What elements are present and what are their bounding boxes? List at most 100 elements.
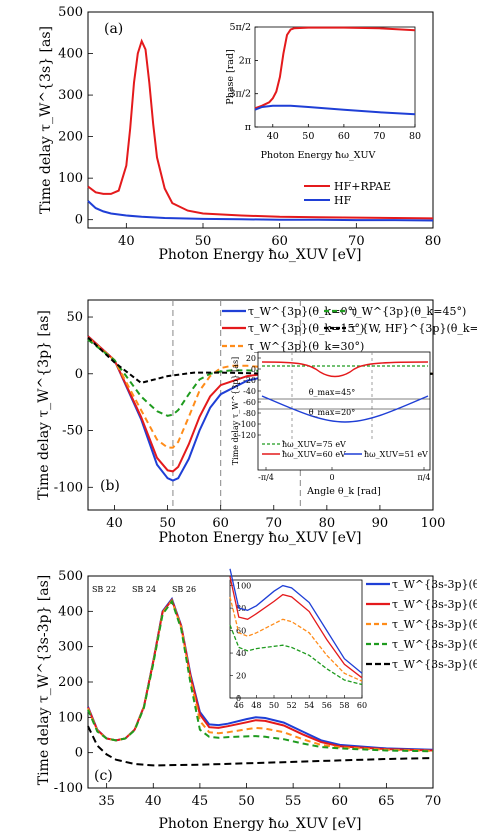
- panel-c-xtick-label-5: 60: [331, 794, 348, 809]
- panel-b-xtick-label-2: 60: [212, 516, 229, 531]
- panel-b-xtick-label-3: 70: [265, 516, 282, 531]
- panel-c-ytick-label-4: 300: [58, 640, 83, 655]
- panel-b-xtick-label-5: 90: [372, 516, 389, 531]
- inset-b-xtick-label-1: 0: [329, 473, 334, 482]
- sideband-label-24: SB 24: [132, 585, 156, 594]
- panel-a-ytick-label-4: 400: [58, 47, 83, 62]
- legend-label-hf-rpae: HF+RPAE: [334, 180, 391, 193]
- panel-c-inset-xtick-label-1: 48: [251, 701, 261, 710]
- panel-b-label: (b): [100, 478, 120, 494]
- panel-c-ytick-label-6: 500: [58, 569, 83, 584]
- panel-b-inset: θ_max=45° θ_max=20° 20 0 -20 -40 -60 -80 -100 -…: [231, 351, 431, 497]
- inset-b-ytick-label-4: -60: [243, 398, 256, 407]
- inset-b-ytick-label-0: 20: [246, 354, 256, 363]
- panel-b-ytick-label-2: 0: [75, 367, 83, 382]
- panel-c-inset-frame: [229, 579, 363, 699]
- panel-c-ytick-label-3: 200: [58, 675, 83, 690]
- inset-b-xlabel: Angle θ_k [rad]: [306, 486, 381, 497]
- panel-a-xlabel: Photon Energy ħω_XUV [eV]: [159, 247, 362, 263]
- legend-label-b-hf: τ_{W, HF}^{3p}(θ_k=0°): [350, 322, 477, 335]
- inset-b-curve-60: [261, 361, 429, 378]
- legend-label-b-30: τ_W^{3p}(θ_k=30°): [248, 340, 364, 353]
- panel-c-inset-ytick-label-0: 0: [236, 694, 241, 703]
- panel-c-inset-xtick-label-4: 54: [304, 701, 314, 710]
- legend-label-hf: HF: [334, 194, 352, 207]
- panel-c-inset-xtick-label-2: 50: [269, 701, 279, 710]
- panel-a-ytick-label-2: 200: [58, 130, 83, 145]
- panel-a-ytick-label-5: 500: [58, 5, 83, 20]
- panel-a-series-1: [87, 200, 434, 222]
- panel-a-inset: 40 50 60 70 80 π 3π/2 2π 5π/2 Photon Energy ħω_X…: [225, 22, 421, 161]
- inset-b-ytick-label-7: -120: [238, 431, 256, 440]
- sideband-label-22: SB 22: [92, 585, 116, 594]
- inset-b-ytick-label-3: -40: [243, 387, 256, 396]
- panel-a-xtick-label-1: 50: [195, 234, 212, 249]
- panel-a-inset-series-1: [254, 104, 416, 116]
- sideband-label-26: SB 26: [172, 585, 196, 594]
- inset-b-ytick-label-6: -100: [238, 420, 256, 429]
- panel-a-inset-xtick-label-3: 70: [373, 131, 385, 142]
- panel-a-inset-xtick-label-1: 50: [302, 131, 314, 142]
- panel-a-ytick-label-3: 300: [58, 88, 83, 103]
- panel-b-xlabel: Photon Energy ħω_XUV [eV]: [159, 530, 362, 546]
- panel-a-inset-series-0: [254, 26, 416, 110]
- panel-c-xtick-label-1: 40: [145, 794, 162, 809]
- panel-a-label: (a): [104, 21, 123, 37]
- panel-c-series-4: [87, 725, 434, 767]
- inset-b-ylabel: Time delay τ_W^{3p} [as]: [231, 357, 240, 465]
- panel-c-inset-series-2: [229, 596, 363, 682]
- inset-b-xtick-label-0: -π/4: [258, 473, 274, 482]
- panel-b-xtick-label-0: 40: [106, 516, 123, 531]
- panel-b: 40 50 60 70 80 90 100 -100 -50 0 50 (b) Photon Ene…: [36, 299, 477, 546]
- panel-c-ytick-label-5: 400: [58, 604, 83, 619]
- panel-b-inset-frame: [257, 351, 431, 471]
- panel-a-xtick-label-2: 60: [271, 234, 288, 249]
- legend-label-c-15: τ_W^{3s-3p}(θ_k=15°): [392, 598, 477, 611]
- panel-b-xtick-label-6: 100: [421, 516, 446, 531]
- panel-c-inset-ytick-label-5: 100: [236, 582, 251, 591]
- panel-c-inset-xtick-label-6: 58: [339, 701, 349, 710]
- panel-c-ylabel: Time delay τ_W^{3s-3p} [as]: [36, 575, 52, 786]
- panel-a-legend: HF+RPAE HF: [304, 180, 391, 207]
- panel-a-inset-xlabel: Photon Energy ħω_XUV: [261, 150, 376, 161]
- panel-a-inset-xtick-label-2: 60: [338, 131, 350, 142]
- panel-c-inset-xtick-label-7: 60: [357, 701, 367, 710]
- legend-label-c-45: τ_W^{3s-3p}(θ_k=45°): [392, 638, 477, 651]
- panel-a-ytick-label-1: 100: [58, 171, 83, 186]
- panel-b-ylabel: Time delay τ_W^{3p} [as]: [36, 310, 52, 500]
- panel-a-inset-ylabel: Phase [rad]: [225, 49, 236, 104]
- panel-a-xtick-label-3: 70: [348, 234, 365, 249]
- inset-b-legend-label-51: ħω_XUV=51 eV: [364, 450, 428, 459]
- legend-label-b-45: τ_W^{3p}(θ_k=45°): [350, 305, 466, 318]
- panel-c-xtick-label-2: 45: [192, 794, 209, 809]
- legend-label-c-30: τ_W^{3s-3p}(θ_k=30°): [392, 618, 477, 631]
- panel-b-xtick-label-4: 80: [319, 516, 336, 531]
- panel-c-xtick-label-7: 70: [425, 794, 442, 809]
- panel-c-legend: τ_W^{3s-3p}(θ_k=0°) τ_W^{3s-3p}(θ_k=15°)…: [366, 578, 477, 671]
- panel-b-legend: τ_W^{3p}(θ_k=0°) τ_W^{3p}(θ_k=15°) τ_W^{…: [222, 305, 477, 353]
- legend-label-c-0: τ_W^{3s-3p}(θ_k=0°): [392, 578, 477, 591]
- panel-a-xtick-label-4: 80: [425, 234, 442, 249]
- panel-a-inset-xtick-label-0: 40: [267, 131, 279, 142]
- panel-a-inset-ytick-label-3: 5π/2: [229, 22, 251, 33]
- panel-c-inset-ytick-label-2: 40: [236, 649, 246, 658]
- panel-c-inset-xtick-label-5: 56: [322, 701, 332, 710]
- panel-a-inset-ytick-label-2: 2π: [239, 55, 251, 66]
- panel-c-inset-series-1: [229, 576, 363, 679]
- panel-a-series-0: [87, 38, 434, 220]
- panel-b-ytick-label-3: 50: [66, 310, 83, 325]
- inset-b-ytick-label-5: -80: [243, 409, 256, 418]
- panel-a-inset-frame: [254, 26, 416, 128]
- panel-a-ylabel: Time delay τ_W^{3s} [as]: [38, 26, 54, 214]
- panel-c-ytick-label-0: -100: [54, 781, 83, 796]
- panel-c-xtick-label-0: 35: [98, 794, 115, 809]
- legend-label-b-0: τ_W^{3p}(θ_k=0°): [248, 305, 357, 318]
- inset-b-legend-label-75: ħω_XUV=75 eV: [282, 440, 346, 449]
- panel-a: 40 50 60 70 80 0 100 200 300 400 500 (a) Photon En…: [38, 5, 441, 263]
- panel-c-xtick-label-4: 55: [285, 794, 302, 809]
- panel-c-inset-series-3: [229, 624, 363, 686]
- panel-c-inset-series-0: [229, 568, 363, 674]
- inset-b-curve-51: [261, 395, 429, 423]
- panel-c-inset-xtick-label-0: 46: [234, 701, 244, 710]
